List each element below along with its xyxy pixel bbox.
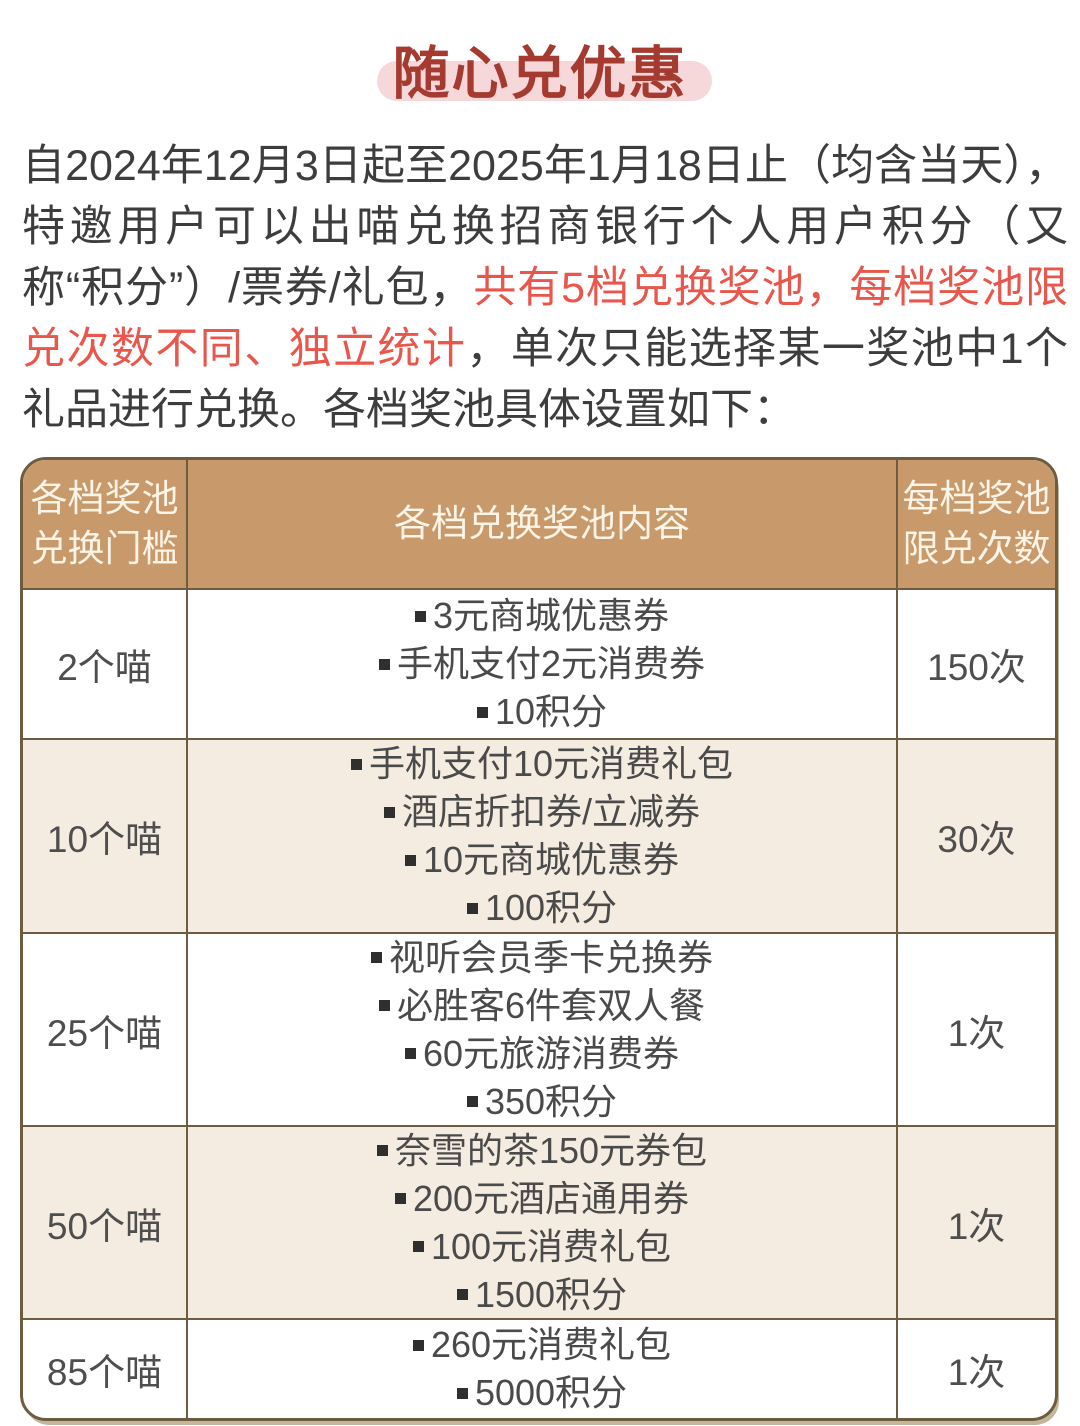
row4-threshold: 50个喵: [23, 1125, 186, 1319]
row1-threshold: 2个喵: [23, 588, 186, 738]
bullet-icon: [466, 1096, 478, 1108]
row2-threshold: 10个喵: [23, 738, 186, 933]
item-text: 100积分: [484, 887, 618, 929]
header-threshold: 各档奖池 兑换门槛: [23, 460, 186, 589]
item-text: 视听会员季卡兑换券: [388, 936, 713, 978]
item-text: 350积分: [484, 1080, 618, 1122]
row2-limit: 30次: [896, 738, 1055, 933]
list-item: 5000积分: [456, 1369, 628, 1417]
title-highlight-pill: [376, 61, 712, 101]
prize-pool-table: 各档奖池 兑换门槛 各档兑换奖池内容 每档奖池 限兑次数 2个喵 3元商城优惠券…: [20, 457, 1058, 1422]
row5-threshold: 85个喵: [23, 1318, 186, 1418]
bullet-icon: [412, 1339, 424, 1351]
item-text: 10积分: [494, 691, 608, 733]
bullet-icon: [383, 806, 395, 818]
item-text: 10元商城优惠券: [422, 839, 680, 881]
item-text: 60元旅游消费券: [422, 1032, 680, 1074]
list-item: 200元酒店通用券: [394, 1175, 690, 1223]
row1-items: 3元商城优惠券 手机支付2元消费券 10积分: [186, 588, 896, 739]
list-item: 手机支付10元消费礼包: [350, 740, 734, 788]
list-item: 视听会员季卡兑换券: [370, 934, 713, 982]
bullet-icon: [404, 854, 416, 866]
intro-text-part1: 自2024年12月3日起至2025年1月18日止（均含当天），特邀用户可以出喵兑…: [22, 142, 1068, 313]
bullet-icon: [378, 1000, 390, 1012]
list-item: 奈雪的茶150元券包: [376, 1127, 708, 1175]
bullet-icon: [394, 1193, 406, 1205]
list-item: 260元消费礼包: [412, 1321, 672, 1369]
bullet-icon: [370, 952, 382, 964]
list-item: 1500积分: [456, 1271, 628, 1319]
title-row: 随心兑优惠: [0, 0, 1080, 110]
bullet-icon: [378, 658, 390, 670]
list-item: 手机支付2元消费券: [378, 640, 706, 688]
list-item: 100积分: [466, 884, 618, 932]
row1-limit: 150次: [896, 588, 1055, 739]
header-content: 各档兑换奖池内容: [186, 460, 896, 589]
item-text: 奈雪的茶150元券包: [394, 1129, 708, 1171]
header-limit-line1: 每档奖池: [902, 478, 1051, 520]
item-text: 260元消费礼包: [430, 1324, 672, 1366]
list-item: 10元商城优惠券: [404, 836, 680, 884]
item-text: 100元消费礼包: [430, 1225, 672, 1267]
bullet-icon: [414, 610, 426, 622]
list-item: 100元消费礼包: [412, 1223, 672, 1271]
item-text: 3元商城优惠券: [432, 595, 670, 637]
item-text: 200元酒店通用券: [412, 1177, 690, 1219]
header-content-line1: 各档兑换奖池内容: [394, 503, 690, 545]
bullet-icon: [466, 902, 478, 914]
row5-limit: 1次: [896, 1318, 1055, 1419]
row4-limit: 1次: [896, 1125, 1055, 1319]
row5-items: 260元消费礼包 5000积分: [186, 1318, 896, 1419]
row3-items: 视听会员季卡兑换券 必胜客6件套双人餐 60元旅游消费券 350积分: [186, 932, 896, 1126]
list-item: 3元商城优惠券: [414, 592, 670, 640]
header-threshold-line1: 各档奖池: [30, 478, 179, 520]
item-text: 1500积分: [474, 1273, 628, 1315]
title-wrap: 随心兑优惠: [376, 28, 712, 110]
row4-items: 奈雪的茶150元券包 200元酒店通用券 100元消费礼包 1500积分: [186, 1125, 896, 1319]
intro-paragraph: 自2024年12月3日起至2025年1月18日止（均含当天），特邀用户可以出喵兑…: [22, 136, 1068, 441]
item-text: 5000积分: [474, 1372, 628, 1414]
list-item: 10积分: [476, 688, 608, 736]
item-text: 酒店折扣券/立减券: [401, 791, 700, 833]
bullet-icon: [476, 706, 488, 718]
item-text: 必胜客6件套双人餐: [396, 984, 706, 1026]
item-text: 手机支付2元消费券: [396, 643, 706, 685]
bullet-icon: [350, 758, 362, 770]
intro-text-emphasis: 共有5档兑换奖池，每档奖池限兑次数不同、独立统计: [22, 264, 1068, 374]
list-item: 酒店折扣券/立减券: [383, 788, 700, 836]
header-limit-line2: 限兑次数: [902, 528, 1051, 570]
bullet-icon: [456, 1387, 468, 1399]
bullet-icon: [376, 1145, 388, 1157]
row2-items: 手机支付10元消费礼包 酒店折扣券/立减券 10元商城优惠券 100积分: [186, 738, 896, 933]
bullet-icon: [404, 1048, 416, 1060]
bullet-icon: [412, 1241, 424, 1253]
list-item: 必胜客6件套双人餐: [378, 982, 706, 1030]
list-item: 60元旅游消费券: [404, 1030, 680, 1078]
item-text: 手机支付10元消费礼包: [368, 743, 734, 785]
page-title: 随心兑优惠: [392, 42, 688, 106]
list-item: 350积分: [466, 1078, 618, 1126]
row3-limit: 1次: [896, 932, 1055, 1126]
bullet-icon: [456, 1289, 468, 1301]
intro-text-part2: ，单次只能选择某一奖池中1个礼品进行兑换。各档奖池具体设置如下：: [22, 325, 1069, 435]
row3-threshold: 25个喵: [23, 932, 186, 1125]
header-limit: 每档奖池 限兑次数: [896, 460, 1055, 589]
header-threshold-line2: 兑换门槛: [30, 528, 179, 570]
